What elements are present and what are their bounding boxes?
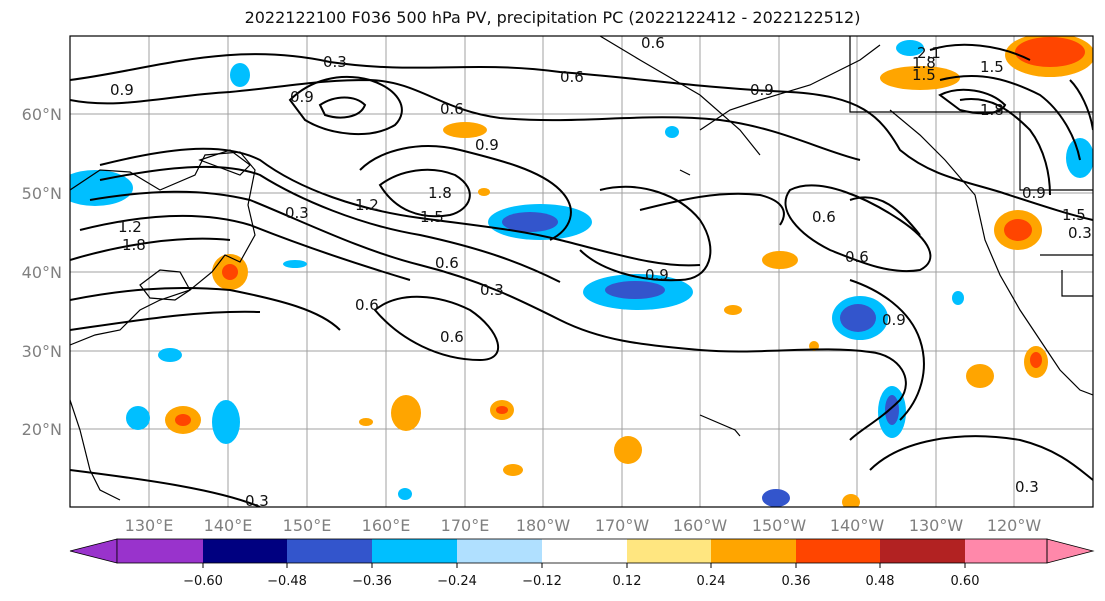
- lat-label-30n: 30°N: [22, 342, 62, 361]
- contour-label: 1.8: [122, 236, 146, 254]
- pv-contours: [70, 43, 1093, 507]
- longitude-labels: 130°E 140°E 150°E 160°E 170°E 180°W 170°…: [125, 516, 1042, 535]
- colorbar-tick-label: −0.24: [437, 574, 477, 589]
- contour-label: 1.8: [912, 54, 936, 72]
- contour-label: 2.1: [917, 44, 941, 62]
- colorbar-segment: [372, 539, 457, 563]
- contour-label: 0.9: [1022, 184, 1046, 202]
- lat-label-20n: 20°N: [22, 420, 62, 439]
- colorbar-segment: [796, 539, 880, 563]
- colorbar-extend-high: [1046, 538, 1095, 564]
- colorbar-segment: [287, 539, 372, 563]
- contour-label: 0.9: [645, 266, 669, 284]
- contour-label: 0.6: [355, 296, 379, 314]
- contour-labels: 0.6 0.3 0.6 0.9 0.9 0.6 0.9 1.5 1.8 1.2 …: [110, 34, 1092, 510]
- colorbar-tick-label: 0.48: [866, 574, 895, 589]
- lon-label: 180°W: [516, 516, 571, 535]
- contour-label: 0.9: [882, 311, 906, 329]
- colorbar-tick-label: −0.12: [522, 574, 562, 589]
- contour-label: 1.2: [355, 196, 379, 214]
- contour-label: 0.6: [641, 34, 665, 52]
- colorbar-tick-label: −0.36: [352, 574, 392, 589]
- latitude-labels: 60°N 50°N 40°N 30°N 20°N: [22, 105, 62, 439]
- map-title: 2022122100 F036 500 hPa PV, precipitatio…: [244, 8, 861, 27]
- lon-label: 150°W: [752, 516, 807, 535]
- lon-label: 170°W: [595, 516, 650, 535]
- contour-label: 1.8: [428, 184, 452, 202]
- lon-label: 160°W: [673, 516, 728, 535]
- colorbar-segment: [627, 539, 711, 563]
- colorbar-segment: [880, 539, 965, 563]
- contour-label: 0.3: [323, 53, 347, 71]
- lat-label-60n: 60°N: [22, 105, 62, 124]
- colorbar-segment: [965, 539, 1047, 563]
- lon-label: 160°E: [362, 516, 411, 535]
- map-gridlines: [70, 36, 1093, 507]
- contour-label: 1.2: [118, 218, 142, 236]
- contour-label: 0.3: [480, 281, 504, 299]
- colorbar: −0.60 −0.48 −0.36 −0.24 −0.12 0.12 0.24 …: [69, 538, 1095, 589]
- contour-label: 1.5: [980, 58, 1004, 76]
- contour-label: 0.6: [845, 248, 869, 266]
- contour-label: 0.6: [440, 100, 464, 118]
- contour-label: 0.9: [475, 136, 499, 154]
- lon-label: 130°W: [909, 516, 964, 535]
- contour-label: 0.3: [1015, 478, 1039, 496]
- map-frame: [69, 35, 1094, 508]
- lat-label-40n: 40°N: [22, 263, 62, 282]
- colorbar-segment: [457, 539, 542, 563]
- contour-label: 0.9: [750, 81, 774, 99]
- lat-label-50n: 50°N: [22, 184, 62, 203]
- colorbar-extend-low: [69, 538, 118, 564]
- colorbar-tick-label: 0.24: [697, 574, 726, 589]
- contour-label: 1.5: [912, 66, 936, 84]
- lon-label: 120°W: [987, 516, 1042, 535]
- colorbar-tick-label: −0.48: [267, 574, 307, 589]
- contour-label: 0.9: [110, 81, 134, 99]
- contour-label: 1.5: [420, 208, 444, 226]
- colorbar-tick-label: 0.36: [782, 574, 811, 589]
- lon-label: 130°E: [125, 516, 174, 535]
- contour-label: 0.6: [435, 254, 459, 272]
- contour-label: 1.8: [980, 101, 1004, 119]
- contour-label: 0.6: [812, 208, 836, 226]
- colorbar-segment: [203, 539, 287, 563]
- lon-label: 170°E: [441, 516, 490, 535]
- contour-label: 0.3: [1068, 224, 1092, 242]
- colorbar-segment: [711, 539, 796, 563]
- contour-label: 0.3: [285, 204, 309, 222]
- colorbar-tick-label: −0.60: [183, 574, 223, 589]
- lon-label: 140°E: [204, 516, 253, 535]
- contour-label: 0.3: [245, 492, 269, 510]
- contour-label: 0.6: [440, 328, 464, 346]
- contour-label: 1.5: [1062, 206, 1086, 224]
- colorbar-tick-label: 0.12: [613, 574, 642, 589]
- contour-label: 0.6: [560, 68, 584, 86]
- lon-label: 150°E: [283, 516, 332, 535]
- colorbar-segment: [542, 539, 627, 563]
- lon-label: 140°W: [830, 516, 885, 535]
- contour-label: 0.9: [290, 88, 314, 106]
- colorbar-tick-label: 0.60: [951, 574, 980, 589]
- colorbar-segment: [117, 539, 203, 563]
